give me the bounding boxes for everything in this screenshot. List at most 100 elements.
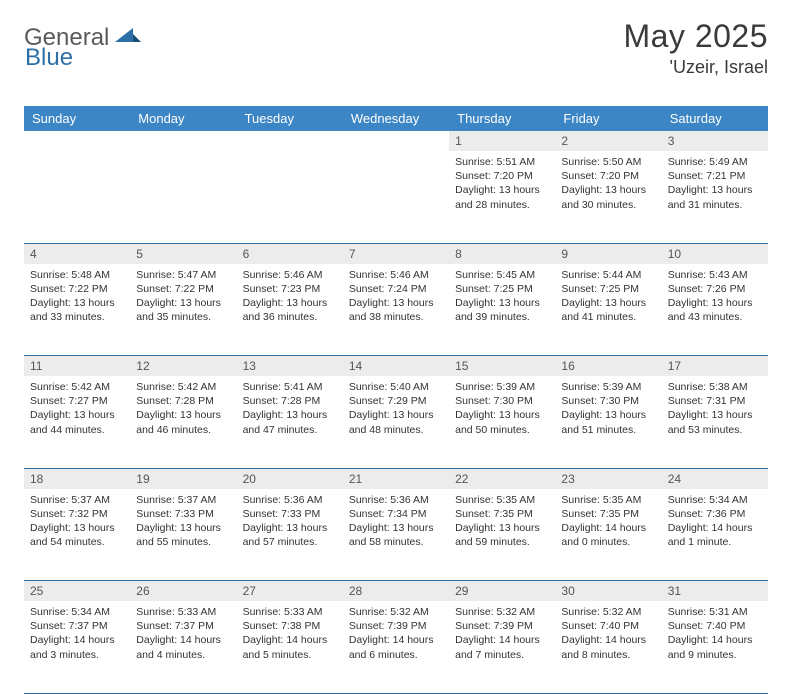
sunset-line: Sunset: 7:30 PM bbox=[561, 394, 655, 408]
calendar-page: General May 2025 'Uzeir, Israel Blue Sun… bbox=[0, 0, 792, 612]
sunset-line: Sunset: 7:26 PM bbox=[668, 282, 762, 296]
sunrise-line: Sunrise: 5:31 AM bbox=[668, 605, 762, 619]
sunset-line: Sunset: 7:29 PM bbox=[349, 394, 443, 408]
sunrise-line: Sunrise: 5:39 AM bbox=[561, 380, 655, 394]
daynum-row: 25262728293031 bbox=[24, 581, 768, 602]
daylight-line: Daylight: 14 hours and 7 minutes. bbox=[455, 633, 549, 661]
daylight-line: Daylight: 14 hours and 0 minutes. bbox=[561, 521, 655, 549]
daylight-line: Daylight: 13 hours and 33 minutes. bbox=[30, 296, 124, 324]
sunrise-line: Sunrise: 5:49 AM bbox=[668, 155, 762, 169]
day-cell: Sunrise: 5:33 AMSunset: 7:37 PMDaylight:… bbox=[130, 601, 236, 693]
day-cell: Sunrise: 5:34 AMSunset: 7:37 PMDaylight:… bbox=[24, 601, 130, 693]
sunrise-line: Sunrise: 5:39 AM bbox=[455, 380, 549, 394]
daynum-cell: 12 bbox=[130, 356, 236, 377]
sunset-line: Sunset: 7:27 PM bbox=[30, 394, 124, 408]
daylight-line: Daylight: 13 hours and 28 minutes. bbox=[455, 183, 549, 211]
weekday-header-row: SundayMondayTuesdayWednesdayThursdayFrid… bbox=[24, 106, 768, 131]
daylight-line: Daylight: 13 hours and 47 minutes. bbox=[243, 408, 337, 436]
daynum-cell: 22 bbox=[449, 468, 555, 489]
day-details: Sunrise: 5:31 AMSunset: 7:40 PMDaylight:… bbox=[662, 601, 768, 668]
day-cell: Sunrise: 5:42 AMSunset: 7:28 PMDaylight:… bbox=[130, 376, 236, 468]
daynum-cell: 29 bbox=[449, 581, 555, 602]
day-cell: Sunrise: 5:32 AMSunset: 7:39 PMDaylight:… bbox=[343, 601, 449, 693]
sunset-line: Sunset: 7:40 PM bbox=[668, 619, 762, 633]
daynum-cell: 23 bbox=[555, 468, 661, 489]
day-cell: Sunrise: 5:48 AMSunset: 7:22 PMDaylight:… bbox=[24, 264, 130, 356]
daynum-cell bbox=[237, 131, 343, 151]
brand-mark-icon bbox=[115, 26, 141, 51]
sunset-line: Sunset: 7:37 PM bbox=[30, 619, 124, 633]
brand-line2: Blue bbox=[24, 44, 73, 72]
day-details: Sunrise: 5:36 AMSunset: 7:34 PMDaylight:… bbox=[343, 489, 449, 556]
daylight-line: Daylight: 14 hours and 1 minute. bbox=[668, 521, 762, 549]
sunset-line: Sunset: 7:20 PM bbox=[561, 169, 655, 183]
weekday-header: Sunday bbox=[24, 106, 130, 131]
daynum-cell: 17 bbox=[662, 356, 768, 377]
sunset-line: Sunset: 7:40 PM bbox=[561, 619, 655, 633]
daynum-cell: 15 bbox=[449, 356, 555, 377]
day-details: Sunrise: 5:32 AMSunset: 7:39 PMDaylight:… bbox=[343, 601, 449, 668]
daylight-line: Daylight: 14 hours and 9 minutes. bbox=[668, 633, 762, 661]
daynum-cell: 21 bbox=[343, 468, 449, 489]
daynum-cell: 14 bbox=[343, 356, 449, 377]
daynum-row: 45678910 bbox=[24, 243, 768, 264]
sunrise-line: Sunrise: 5:34 AM bbox=[668, 493, 762, 507]
sunset-line: Sunset: 7:35 PM bbox=[561, 507, 655, 521]
day-details: Sunrise: 5:32 AMSunset: 7:40 PMDaylight:… bbox=[555, 601, 661, 668]
sunrise-line: Sunrise: 5:32 AM bbox=[561, 605, 655, 619]
sunrise-line: Sunrise: 5:47 AM bbox=[136, 268, 230, 282]
sunset-line: Sunset: 7:31 PM bbox=[668, 394, 762, 408]
weekday-header: Wednesday bbox=[343, 106, 449, 131]
sunrise-line: Sunrise: 5:35 AM bbox=[455, 493, 549, 507]
daynum-row: 18192021222324 bbox=[24, 468, 768, 489]
location-label: 'Uzeir, Israel bbox=[623, 57, 768, 78]
daylight-line: Daylight: 13 hours and 35 minutes. bbox=[136, 296, 230, 324]
day-cell: Sunrise: 5:35 AMSunset: 7:35 PMDaylight:… bbox=[449, 489, 555, 581]
sunrise-line: Sunrise: 5:46 AM bbox=[243, 268, 337, 282]
daynum-row: 123 bbox=[24, 131, 768, 151]
day-cell: Sunrise: 5:36 AMSunset: 7:33 PMDaylight:… bbox=[237, 489, 343, 581]
daylight-line: Daylight: 13 hours and 46 minutes. bbox=[136, 408, 230, 436]
day-details: Sunrise: 5:44 AMSunset: 7:25 PMDaylight:… bbox=[555, 264, 661, 331]
sunrise-line: Sunrise: 5:35 AM bbox=[561, 493, 655, 507]
calendar-table: SundayMondayTuesdayWednesdayThursdayFrid… bbox=[24, 106, 768, 694]
daynum-cell: 24 bbox=[662, 468, 768, 489]
day-cell: Sunrise: 5:39 AMSunset: 7:30 PMDaylight:… bbox=[449, 376, 555, 468]
daylight-line: Daylight: 14 hours and 3 minutes. bbox=[30, 633, 124, 661]
sunrise-line: Sunrise: 5:32 AM bbox=[349, 605, 443, 619]
day-cell: Sunrise: 5:31 AMSunset: 7:40 PMDaylight:… bbox=[662, 601, 768, 693]
sunset-line: Sunset: 7:30 PM bbox=[455, 394, 549, 408]
day-cell: Sunrise: 5:40 AMSunset: 7:29 PMDaylight:… bbox=[343, 376, 449, 468]
sunset-line: Sunset: 7:22 PM bbox=[136, 282, 230, 296]
day-details: Sunrise: 5:38 AMSunset: 7:31 PMDaylight:… bbox=[662, 376, 768, 443]
week-row: Sunrise: 5:34 AMSunset: 7:37 PMDaylight:… bbox=[24, 601, 768, 693]
daylight-line: Daylight: 13 hours and 44 minutes. bbox=[30, 408, 124, 436]
day-details: Sunrise: 5:33 AMSunset: 7:38 PMDaylight:… bbox=[237, 601, 343, 668]
daylight-line: Daylight: 13 hours and 39 minutes. bbox=[455, 296, 549, 324]
day-cell: Sunrise: 5:43 AMSunset: 7:26 PMDaylight:… bbox=[662, 264, 768, 356]
sunset-line: Sunset: 7:24 PM bbox=[349, 282, 443, 296]
daylight-line: Daylight: 13 hours and 53 minutes. bbox=[668, 408, 762, 436]
daylight-line: Daylight: 13 hours and 58 minutes. bbox=[349, 521, 443, 549]
week-row: Sunrise: 5:48 AMSunset: 7:22 PMDaylight:… bbox=[24, 264, 768, 356]
sunset-line: Sunset: 7:28 PM bbox=[243, 394, 337, 408]
daylight-line: Daylight: 13 hours and 51 minutes. bbox=[561, 408, 655, 436]
day-cell: Sunrise: 5:39 AMSunset: 7:30 PMDaylight:… bbox=[555, 376, 661, 468]
day-details: Sunrise: 5:40 AMSunset: 7:29 PMDaylight:… bbox=[343, 376, 449, 443]
sunset-line: Sunset: 7:36 PM bbox=[668, 507, 762, 521]
day-details: Sunrise: 5:35 AMSunset: 7:35 PMDaylight:… bbox=[449, 489, 555, 556]
sunrise-line: Sunrise: 5:37 AM bbox=[136, 493, 230, 507]
sunrise-line: Sunrise: 5:42 AM bbox=[30, 380, 124, 394]
daynum-cell: 16 bbox=[555, 356, 661, 377]
day-cell bbox=[24, 151, 130, 243]
weekday-header: Thursday bbox=[449, 106, 555, 131]
sunset-line: Sunset: 7:34 PM bbox=[349, 507, 443, 521]
sunrise-line: Sunrise: 5:41 AM bbox=[243, 380, 337, 394]
daylight-line: Daylight: 14 hours and 5 minutes. bbox=[243, 633, 337, 661]
day-cell: Sunrise: 5:41 AMSunset: 7:28 PMDaylight:… bbox=[237, 376, 343, 468]
daylight-line: Daylight: 13 hours and 50 minutes. bbox=[455, 408, 549, 436]
daynum-cell: 6 bbox=[237, 243, 343, 264]
sunset-line: Sunset: 7:20 PM bbox=[455, 169, 549, 183]
daynum-row: 11121314151617 bbox=[24, 356, 768, 377]
day-cell bbox=[237, 151, 343, 243]
